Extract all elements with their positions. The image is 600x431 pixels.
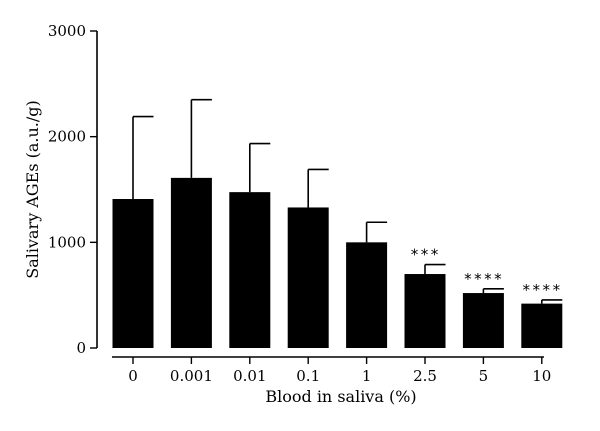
y-tick-label: 3000 [48, 22, 86, 40]
y-tick-label: 0 [76, 339, 86, 357]
significance-label-2.5: *** [410, 246, 440, 264]
x-tick-label: 2.5 [413, 367, 437, 385]
bar-1 [346, 242, 388, 348]
significance-annotations: *********** [410, 246, 562, 299]
error-bar-0.01 [249, 142, 271, 193]
x-tick-label: 1 [362, 367, 372, 385]
bar-0 [112, 199, 154, 348]
error-bar-10 [540, 299, 563, 304]
y-axis-title: Salivary AGEs (a.u./g) [23, 100, 42, 279]
x-tick-label: 0.1 [296, 367, 320, 385]
bar-0.001 [170, 177, 212, 348]
x-tick-label: 5 [479, 367, 489, 385]
x-tick-label: 0.01 [233, 367, 266, 385]
error-bars [132, 98, 563, 304]
error-bar-1 [365, 221, 388, 243]
bar-2.5 [404, 274, 446, 348]
significance-label-5: **** [463, 270, 503, 288]
x-axis: 0 0.001 0.01 0.1 1 2.5 5 10 [112, 356, 551, 385]
x-tick-label: 0 [128, 367, 138, 385]
x-tick-label: 0.001 [170, 367, 213, 385]
bar-0.01 [229, 192, 271, 348]
y-tick-label: 2000 [48, 128, 86, 146]
bar-5 [462, 293, 504, 348]
significance-label-10: **** [522, 281, 562, 299]
error-bar-0.001 [190, 98, 212, 178]
x-tick-label: 10 [532, 367, 551, 385]
error-bar-5 [482, 288, 504, 294]
bar-0.1 [287, 207, 329, 348]
bar-10 [521, 303, 563, 348]
y-axis: 0 1000 2000 3000 [48, 22, 98, 357]
y-tick-label: 1000 [48, 233, 86, 251]
error-bar-0 [132, 115, 154, 200]
error-bar-2.5 [424, 263, 446, 275]
bars [112, 177, 563, 348]
x-axis-title: Blood in saliva (%) [265, 387, 416, 406]
error-bar-0.1 [307, 168, 329, 208]
